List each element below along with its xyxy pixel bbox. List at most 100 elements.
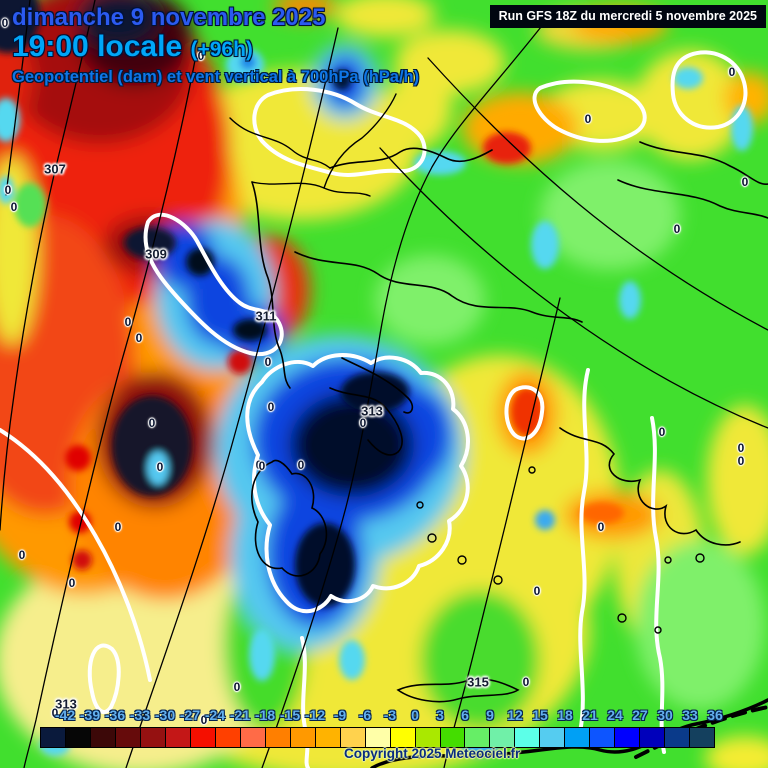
zero-vertical-velocity-label: 0: [264, 355, 272, 369]
color-scale-box: [615, 728, 641, 747]
color-scale-box: [690, 728, 715, 747]
color-scale-box: [41, 728, 66, 747]
color-scale-box: [265, 728, 291, 747]
color-scale-tick: -33: [129, 707, 151, 723]
forecast-time: 19:00 locale (+96h): [12, 30, 253, 64]
color-scale-tick: -9: [333, 707, 347, 723]
zero-vertical-velocity-label: 0: [255, 458, 263, 472]
zero-vertical-velocity-label: 0: [197, 49, 205, 63]
zero-vertical-velocity-label: 0: [200, 713, 208, 727]
color-scale-tick: -15: [279, 707, 301, 723]
color-scale-box: [415, 728, 441, 747]
color-scale-box: [115, 728, 141, 747]
color-scale-box: [365, 728, 391, 747]
color-scale-box: [290, 728, 316, 747]
color-scale-tick: -30: [154, 707, 176, 723]
geopotential-contour-label: 311: [255, 308, 277, 324]
zero-vertical-velocity-label: 0: [68, 576, 76, 590]
color-scale-tick: -6: [358, 707, 372, 723]
zero-vertical-velocity-label: 0: [267, 400, 275, 414]
color-scale-tick: -42: [54, 707, 76, 723]
color-scale-tick: 15: [532, 707, 548, 723]
color-scale-box: [540, 728, 566, 747]
color-scale-tick: 3: [436, 707, 444, 723]
color-scale-box: [390, 728, 416, 747]
zero-vertical-velocity-label: 0: [359, 416, 367, 430]
zero-vertical-velocity-label: 0: [728, 65, 736, 79]
color-scale-tick: 9: [486, 707, 494, 723]
model-run-info: Run GFS 18Z du mercredi 5 novembre 2025: [489, 5, 766, 28]
color-scale-tick: -12: [304, 707, 326, 723]
geopotential-contour-label: 309: [145, 246, 167, 262]
zero-vertical-velocity-label: 0: [533, 584, 541, 598]
color-scale-tick: -18: [254, 707, 276, 723]
color-scale-tick: -36: [104, 707, 126, 723]
forecast-time-text: 19:00 locale: [12, 30, 183, 63]
geopotential-contour-label: 315: [467, 674, 489, 690]
zero-vertical-velocity-label: 0: [114, 520, 122, 534]
geopotential-contour-label: 313: [55, 696, 77, 712]
color-scale-tick: 0: [411, 707, 419, 723]
geopotential-contour-label: 307: [44, 161, 66, 177]
color-scale-box: [590, 728, 616, 747]
color-scale-box: [215, 728, 241, 747]
zero-vertical-velocity-label: 0: [124, 315, 132, 329]
zero-vertical-velocity-label: 0: [135, 331, 143, 345]
color-scale-box: [440, 728, 466, 747]
zero-vertical-velocity-label: 0: [737, 454, 745, 468]
forecast-date: dimanche 9 novembre 2025: [12, 4, 326, 31]
zero-vertical-velocity-label: 0: [258, 459, 266, 473]
color-scale-box: [315, 728, 341, 747]
zero-vertical-velocity-label: 0: [737, 441, 745, 455]
color-scale-box: [165, 728, 191, 747]
zero-vertical-velocity-label: 0: [1, 16, 9, 30]
zero-vertical-velocity-label: 0: [673, 222, 681, 236]
color-scale-tick: 24: [607, 707, 623, 723]
color-scale-tick: -3: [383, 707, 397, 723]
color-scale-box: [640, 728, 666, 747]
color-scale-tick: -27: [179, 707, 201, 723]
zero-vertical-velocity-label: 0: [51, 706, 59, 720]
color-scale-box: [490, 728, 516, 747]
zero-vertical-velocity-label: 0: [297, 458, 305, 472]
zero-vertical-velocity-label: 0: [597, 520, 605, 534]
color-scale-box: [90, 728, 116, 747]
copyright-notice: Copyright 2025 Meteociel.fr: [344, 746, 521, 761]
zero-vertical-velocity-label: 0: [522, 675, 530, 689]
color-scale-tick: 30: [657, 707, 673, 723]
color-scale-tick: -24: [204, 707, 226, 723]
color-scale-box: [665, 728, 691, 747]
color-scale-box: [565, 728, 591, 747]
color-scale-box: [240, 728, 266, 747]
color-scale-bar: [40, 727, 715, 748]
map-parameter-title: Geopotentiel (dam) et vent vertical à 70…: [12, 68, 420, 86]
zero-vertical-velocity-label: 0: [741, 175, 749, 189]
color-scale-box: [340, 728, 366, 747]
zero-vertical-velocity-label: 0: [4, 183, 12, 197]
zero-vertical-velocity-label: 0: [18, 548, 26, 562]
color-scale-tick: 36: [707, 707, 723, 723]
zero-vertical-velocity-label: 0: [584, 112, 592, 126]
zero-vertical-velocity-label: 0: [156, 460, 164, 474]
color-scale-tick: 6: [461, 707, 469, 723]
zero-vertical-velocity-label: 0: [658, 425, 666, 439]
color-scale-tick: 33: [682, 707, 698, 723]
color-scale-tick: 27: [632, 707, 648, 723]
color-scale-tick: 18: [557, 707, 573, 723]
color-scale-tick: 12: [507, 707, 523, 723]
zero-vertical-velocity-label: 0: [233, 680, 241, 694]
zero-vertical-velocity-label: 0: [10, 200, 18, 214]
geopotential-contour-label: 313: [361, 403, 383, 419]
color-scale-tick: -39: [79, 707, 101, 723]
color-scale-tick: 21: [582, 707, 598, 723]
color-scale-tick: -21: [229, 707, 251, 723]
color-scale-box: [140, 728, 166, 747]
color-scale-box: [515, 728, 541, 747]
zero-vertical-velocity-label: 0: [148, 416, 156, 430]
forecast-offset: (+96h): [190, 38, 253, 61]
color-scale-box: [65, 728, 91, 747]
